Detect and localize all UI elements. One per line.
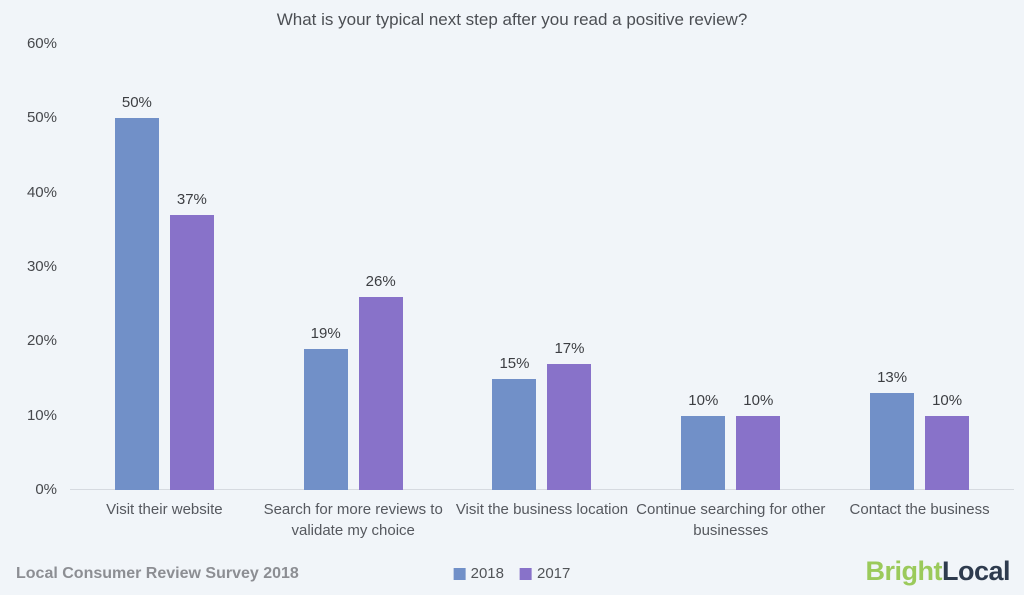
bar-value-label: 17% xyxy=(554,339,585,357)
source-label: Local Consumer Review Survey 2018 xyxy=(16,565,299,582)
y-tick-label: 10% xyxy=(26,406,57,424)
bar-value-label: 26% xyxy=(365,272,396,290)
category-label: Contact the business xyxy=(849,501,990,518)
bar-column-2018: 19% xyxy=(303,44,348,490)
bar-value-label: 19% xyxy=(310,324,341,342)
bar-2018 xyxy=(492,378,537,490)
bar-value-label: 15% xyxy=(499,354,530,372)
x-axis-line xyxy=(70,489,1014,490)
category-label: Search for more reviews to validate my c… xyxy=(263,501,443,539)
chart-footer: Local Consumer Review Survey 2018 2018 2… xyxy=(0,551,1024,595)
bar-2018 xyxy=(870,393,915,490)
bar-pair: 50% 37% xyxy=(70,44,259,490)
bar-group: 19% 26% Search for more reviews to validat… xyxy=(259,44,448,539)
category-label: Visit their website xyxy=(106,501,223,518)
bar-column-2017: 10% xyxy=(736,44,781,490)
legend-swatch-2017 xyxy=(520,567,532,580)
bar-2017 xyxy=(169,214,214,490)
bar-2017 xyxy=(358,296,403,490)
bar-group: 15% 17% Visit the business location xyxy=(448,44,637,518)
bar-column-2018: 15% xyxy=(492,44,537,490)
bar-value-label: 10% xyxy=(743,391,774,409)
y-tick-label: 20% xyxy=(26,332,57,350)
bar-value-label: 37% xyxy=(176,190,207,208)
bar-value-label: 10% xyxy=(688,391,719,409)
category-label: Visit the business location xyxy=(455,501,629,518)
logo-local-text: Local xyxy=(941,556,1011,586)
bar-pair: 10% 10% xyxy=(636,44,825,490)
y-tick-label: 50% xyxy=(26,109,57,127)
bar-value-label: 50% xyxy=(121,94,152,112)
category-label: Continue searching for other businesses xyxy=(636,501,826,539)
bar-group: 13% 10% Contact the business xyxy=(825,44,1014,518)
y-tick-label: 0% xyxy=(35,481,57,498)
bar-column-2018: 10% xyxy=(681,44,726,490)
bar-2017 xyxy=(736,415,781,490)
brightlocal-logo: BrightLocal xyxy=(865,556,1010,587)
bar-column-2018: 13% xyxy=(870,44,915,490)
bar-2018 xyxy=(114,118,159,490)
legend: 2018 2017 xyxy=(453,565,570,582)
y-tick-label: 40% xyxy=(26,183,57,201)
plot-area: 0% 10% 20% 30% 40% 50% 60% 50% 37% Visit their w… xyxy=(0,35,1024,539)
y-axis: 0% 10% 20% 30% 40% 50% 60% xyxy=(0,35,70,498)
logo-bright-text: Bright xyxy=(865,556,942,586)
legend-swatch-2018 xyxy=(453,567,466,580)
legend-label-2017: 2017 xyxy=(537,565,571,582)
bar-column-2017: 26% xyxy=(358,44,403,490)
bar-2017 xyxy=(925,415,970,490)
plot-inner: 50% 37% Visit their website 19% 26% Search fo… xyxy=(70,44,1014,539)
bar-2018 xyxy=(681,415,726,490)
bar-2017 xyxy=(547,363,592,490)
bar-column-2017: 17% xyxy=(547,44,592,490)
bar-pair: 13% 10% xyxy=(825,44,1014,490)
y-tick-label: 30% xyxy=(26,258,57,275)
bar-column-2017: 10% xyxy=(925,44,970,490)
y-tick-label: 60% xyxy=(26,35,57,52)
bar-groups: 50% 37% Visit their website 19% 26% Search fo… xyxy=(70,44,1014,539)
legend-item-2017: 2017 xyxy=(520,565,570,582)
bar-group: 50% 37% Visit their website xyxy=(70,44,259,518)
bar-group: 10% 10% Continue searching for other busin… xyxy=(636,44,825,539)
bar-pair: 15% 17% xyxy=(448,44,637,490)
chart-title: What is your typical next step after you… xyxy=(276,10,748,29)
bar-2018 xyxy=(303,348,348,490)
bar-pair: 19% 26% xyxy=(259,44,448,490)
bar-value-label: 10% xyxy=(932,391,963,409)
legend-label-2018: 2018 xyxy=(470,565,504,582)
bar-column-2018: 50% xyxy=(114,44,159,490)
bar-column-2017: 37% xyxy=(169,44,214,490)
bar-value-label: 13% xyxy=(877,369,908,387)
legend-item-2018: 2018 xyxy=(453,565,504,582)
